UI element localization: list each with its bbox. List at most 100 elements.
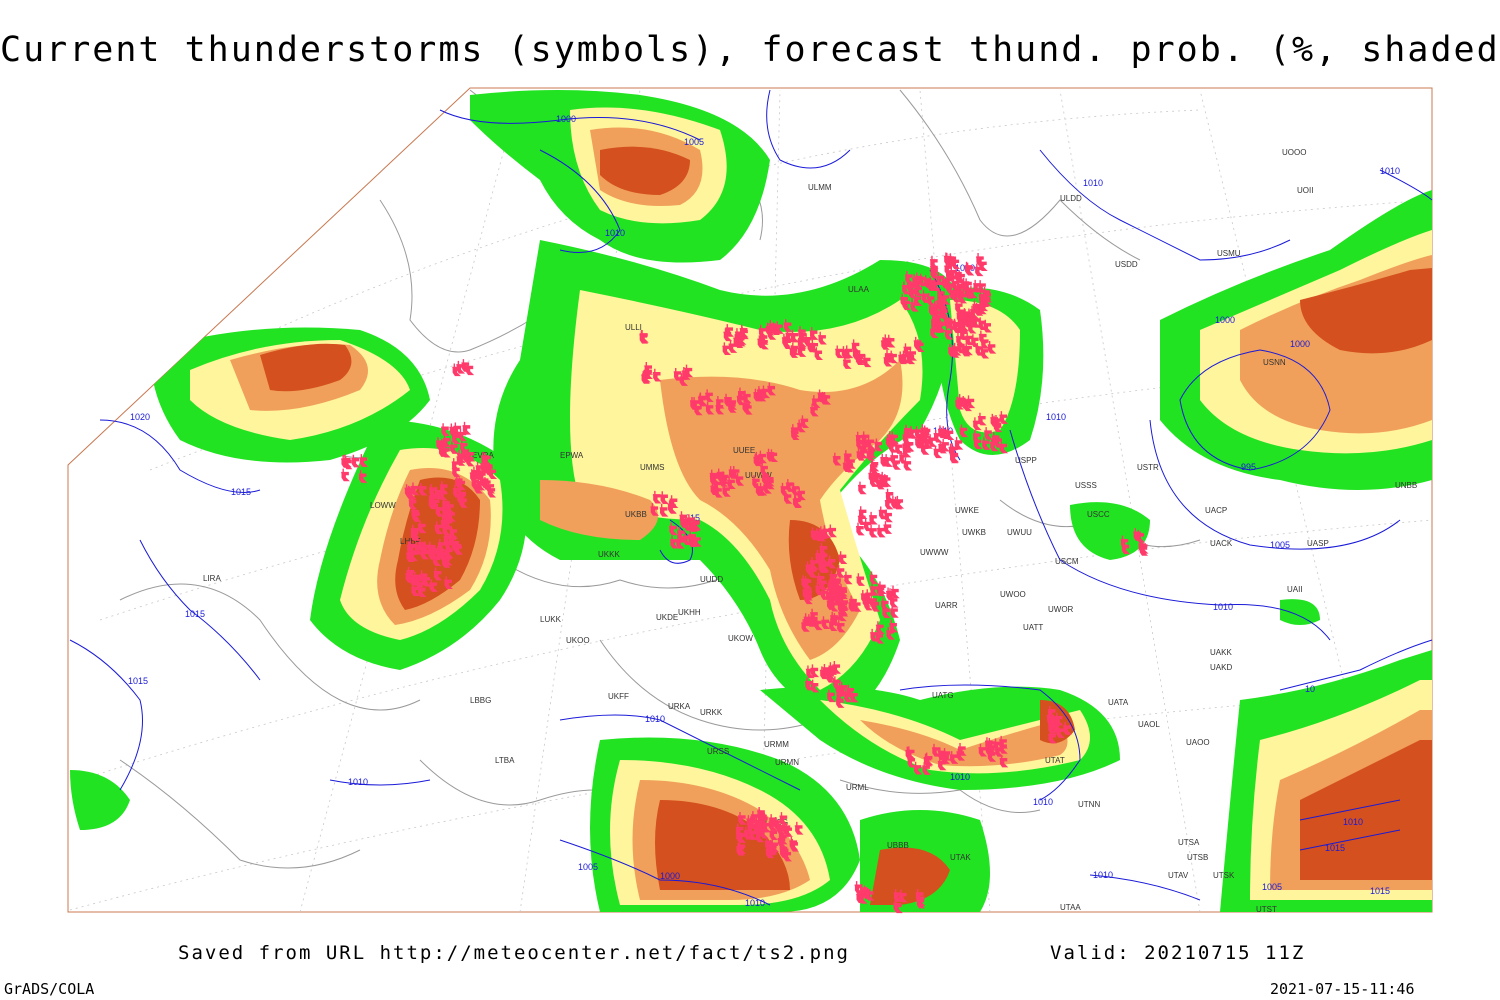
thunderstorm-symbol: [660, 491, 669, 504]
thunderstorm-symbol: [410, 528, 420, 541]
thunderstorm-symbol: [679, 511, 689, 524]
thunderstorm-symbol: [728, 340, 738, 353]
station-label: UWKE: [955, 506, 979, 515]
thunderstorm-symbol: [843, 356, 852, 369]
thunderstorm-symbol: [667, 500, 677, 513]
thunderstorm-symbol: [902, 297, 912, 311]
thunderstorm-symbol: [436, 437, 445, 450]
thunderstorm-symbol: [748, 827, 758, 840]
isobar-label: 1020: [130, 412, 150, 422]
thunderstorm-symbol: [803, 613, 813, 626]
station-label: LBBG: [470, 696, 491, 705]
thunderstorm-symbol: [459, 439, 469, 453]
thunderstorm-symbol: [437, 538, 447, 552]
thunderstorm-symbol: [432, 553, 442, 567]
station-label: USSS: [1075, 481, 1097, 490]
thunderstorm-symbol: [736, 842, 745, 856]
station-label: UKBB: [625, 510, 647, 519]
thunderstorm-symbol: [440, 516, 450, 530]
station-label: UTAV: [1168, 871, 1189, 880]
thunderstorm-symbol: [869, 474, 879, 487]
thunderstorm-symbol: [441, 423, 450, 436]
thunderstorm-symbol: [945, 274, 954, 288]
thunderstorm-symbol: [982, 293, 992, 307]
thunderstorm-symbol: [814, 617, 823, 631]
isobar-label: 1010: [1343, 817, 1363, 827]
thunderstorm-symbol: [910, 298, 919, 312]
thunderstorm-symbol: [976, 253, 985, 266]
station-label: URKK: [700, 708, 723, 717]
thunderstorm-symbol: [691, 518, 701, 531]
thunderstorm-symbol: [904, 271, 914, 284]
thunderstorm-symbol: [944, 326, 954, 340]
thunderstorm-symbol: [784, 824, 793, 837]
station-label: UATG: [932, 691, 954, 700]
thunderstorm-symbol: [1121, 541, 1131, 555]
thunderstorm-symbol: [890, 605, 899, 618]
thunderstorm-symbol: [442, 508, 452, 522]
thunderstorm-symbol: [941, 291, 951, 305]
station-label: ULLI: [625, 323, 642, 332]
thunderstorm-symbol: [765, 473, 775, 487]
isobar-label: 995: [1241, 462, 1256, 472]
thunderstorm-symbol: [444, 576, 453, 590]
thunderstorm-symbol: [857, 481, 867, 495]
isobar-label: 1010: [1380, 166, 1400, 176]
station-label: ULMM: [808, 183, 832, 192]
thunderstorm-symbol: [482, 477, 492, 490]
thunderstorm-symbol: [742, 390, 752, 404]
station-label: UACP: [1205, 506, 1227, 515]
thunderstorm-symbol: [776, 821, 786, 835]
isobar-label: 1015: [1370, 886, 1390, 896]
thunderstorm-symbol: [893, 889, 903, 902]
thunderstorm-symbol: [830, 581, 840, 594]
thunderstorm-symbol: [429, 484, 438, 497]
thunderstorm-symbol: [961, 343, 971, 357]
thunderstorm-symbol: [869, 511, 878, 525]
thunderstorm-symbol: [870, 458, 880, 472]
thunderstorm-symbol: [848, 598, 858, 612]
station-label: UOII: [1297, 186, 1313, 195]
thunderstorm-symbol: [1139, 543, 1149, 556]
thunderstorm-symbol: [983, 319, 992, 333]
thunderstorm-symbol: [790, 342, 800, 356]
thunderstorm-symbol: [756, 386, 766, 399]
thunderstorm-symbol: [757, 806, 766, 820]
station-label: UASP: [1307, 539, 1329, 548]
thunderstorm-symbol: [789, 837, 799, 850]
thunderstorm-symbol: [805, 665, 815, 679]
thunderstorm-symbol: [797, 487, 806, 501]
thunderstorm-symbol: [821, 616, 831, 630]
thunderstorm-symbol: [822, 391, 832, 405]
thunderstorm-symbol: [869, 524, 878, 538]
station-label: UARR: [935, 601, 958, 610]
thunderstorm-symbol: [957, 306, 967, 319]
thunderstorm-symbol: [937, 425, 947, 439]
thunderstorm-symbol: [869, 571, 879, 585]
thunderstorm-symbol: [999, 741, 1008, 754]
thunderstorm-symbol: [760, 462, 769, 476]
thunderstorm-symbol: [877, 581, 887, 595]
thunderstorm-symbol: [937, 757, 947, 771]
station-label: LOWW: [370, 501, 396, 510]
thunderstorm-symbol: [932, 300, 942, 314]
thunderstorm-symbol: [804, 591, 813, 605]
thunderstorm-symbol: [735, 473, 745, 486]
thunderstorm-symbol: [843, 571, 853, 585]
thunderstorm-symbol: [801, 575, 810, 589]
thunderstorm-symbol: [870, 582, 879, 596]
station-label: UMMS: [640, 463, 664, 472]
isobar-label: 1000: [660, 871, 680, 881]
thunderstorm-symbol: [690, 397, 699, 410]
thunderstorm-symbol: [417, 539, 427, 552]
thunderstorm-symbol: [973, 436, 983, 450]
thunderstorm-symbol: [810, 527, 820, 541]
thunderstorm-symbol: [978, 743, 988, 757]
thunderstorm-symbol: [677, 527, 686, 540]
thunderstorm-symbol: [949, 751, 959, 764]
isobar-label: 1000: [556, 114, 576, 124]
thunderstorm-symbol: [891, 585, 900, 599]
thunderstorm-symbol: [926, 293, 936, 306]
station-label: URMM: [764, 740, 789, 749]
